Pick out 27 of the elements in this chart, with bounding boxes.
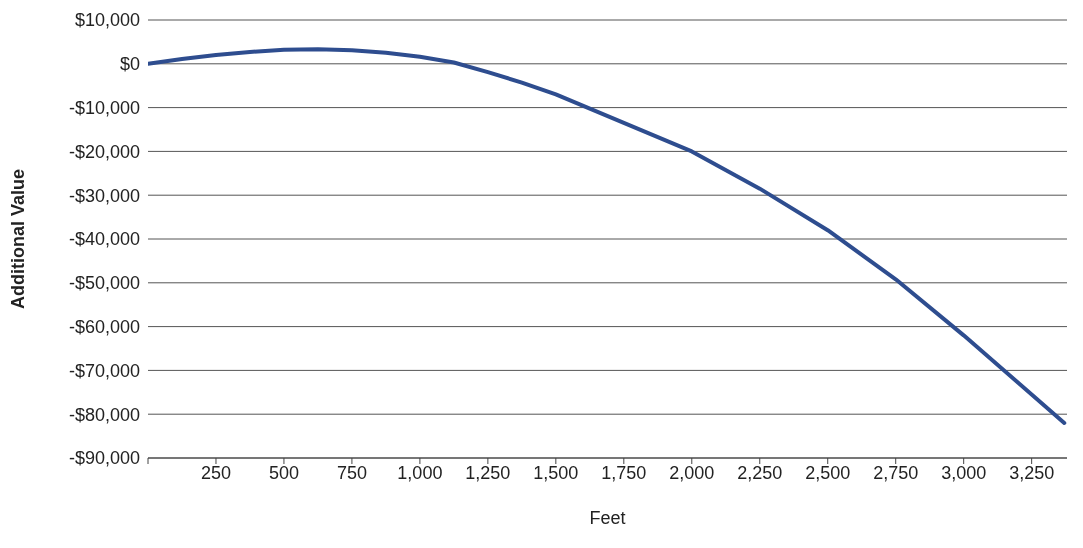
- x-tick-label: 1,250: [465, 462, 511, 483]
- x-tick-label: 2,500: [805, 462, 851, 483]
- y-tick-label: -$60,000: [68, 316, 140, 337]
- y-axis-title: Additional Value: [8, 168, 29, 310]
- line-series: [148, 47, 1067, 425]
- y-tick-label: -$20,000: [68, 141, 140, 162]
- x-tick-label: 1,000: [397, 462, 443, 483]
- x-tick-label: 3,250: [1009, 462, 1055, 483]
- y-tick-label: -$10,000: [68, 97, 140, 118]
- x-tick-label: 2,750: [873, 462, 919, 483]
- x-tick-label: 1,500: [533, 462, 579, 483]
- x-tick-label: 1,750: [601, 462, 647, 483]
- y-tick-label: -$90,000: [68, 448, 140, 469]
- x-tick-label: 250: [200, 462, 231, 483]
- y-tick-label: -$50,000: [68, 273, 140, 294]
- x-tick-label: 3,000: [941, 462, 987, 483]
- x-axis-title: Feet: [589, 508, 626, 528]
- y-tick-label: $10,000: [74, 10, 140, 31]
- y-tick-label: -$30,000: [68, 185, 140, 206]
- x-tick-label: 500: [268, 462, 299, 483]
- y-tick-label: -$70,000: [68, 360, 140, 381]
- x-tick-label: 2,250: [737, 462, 783, 483]
- y-tick-label: -$80,000: [68, 404, 140, 425]
- x-tick-label: 750: [336, 462, 367, 483]
- y-tick-label: -$40,000: [68, 229, 140, 250]
- y-tick-label: $0: [119, 54, 140, 75]
- x-tick-label: 2,000: [669, 462, 715, 483]
